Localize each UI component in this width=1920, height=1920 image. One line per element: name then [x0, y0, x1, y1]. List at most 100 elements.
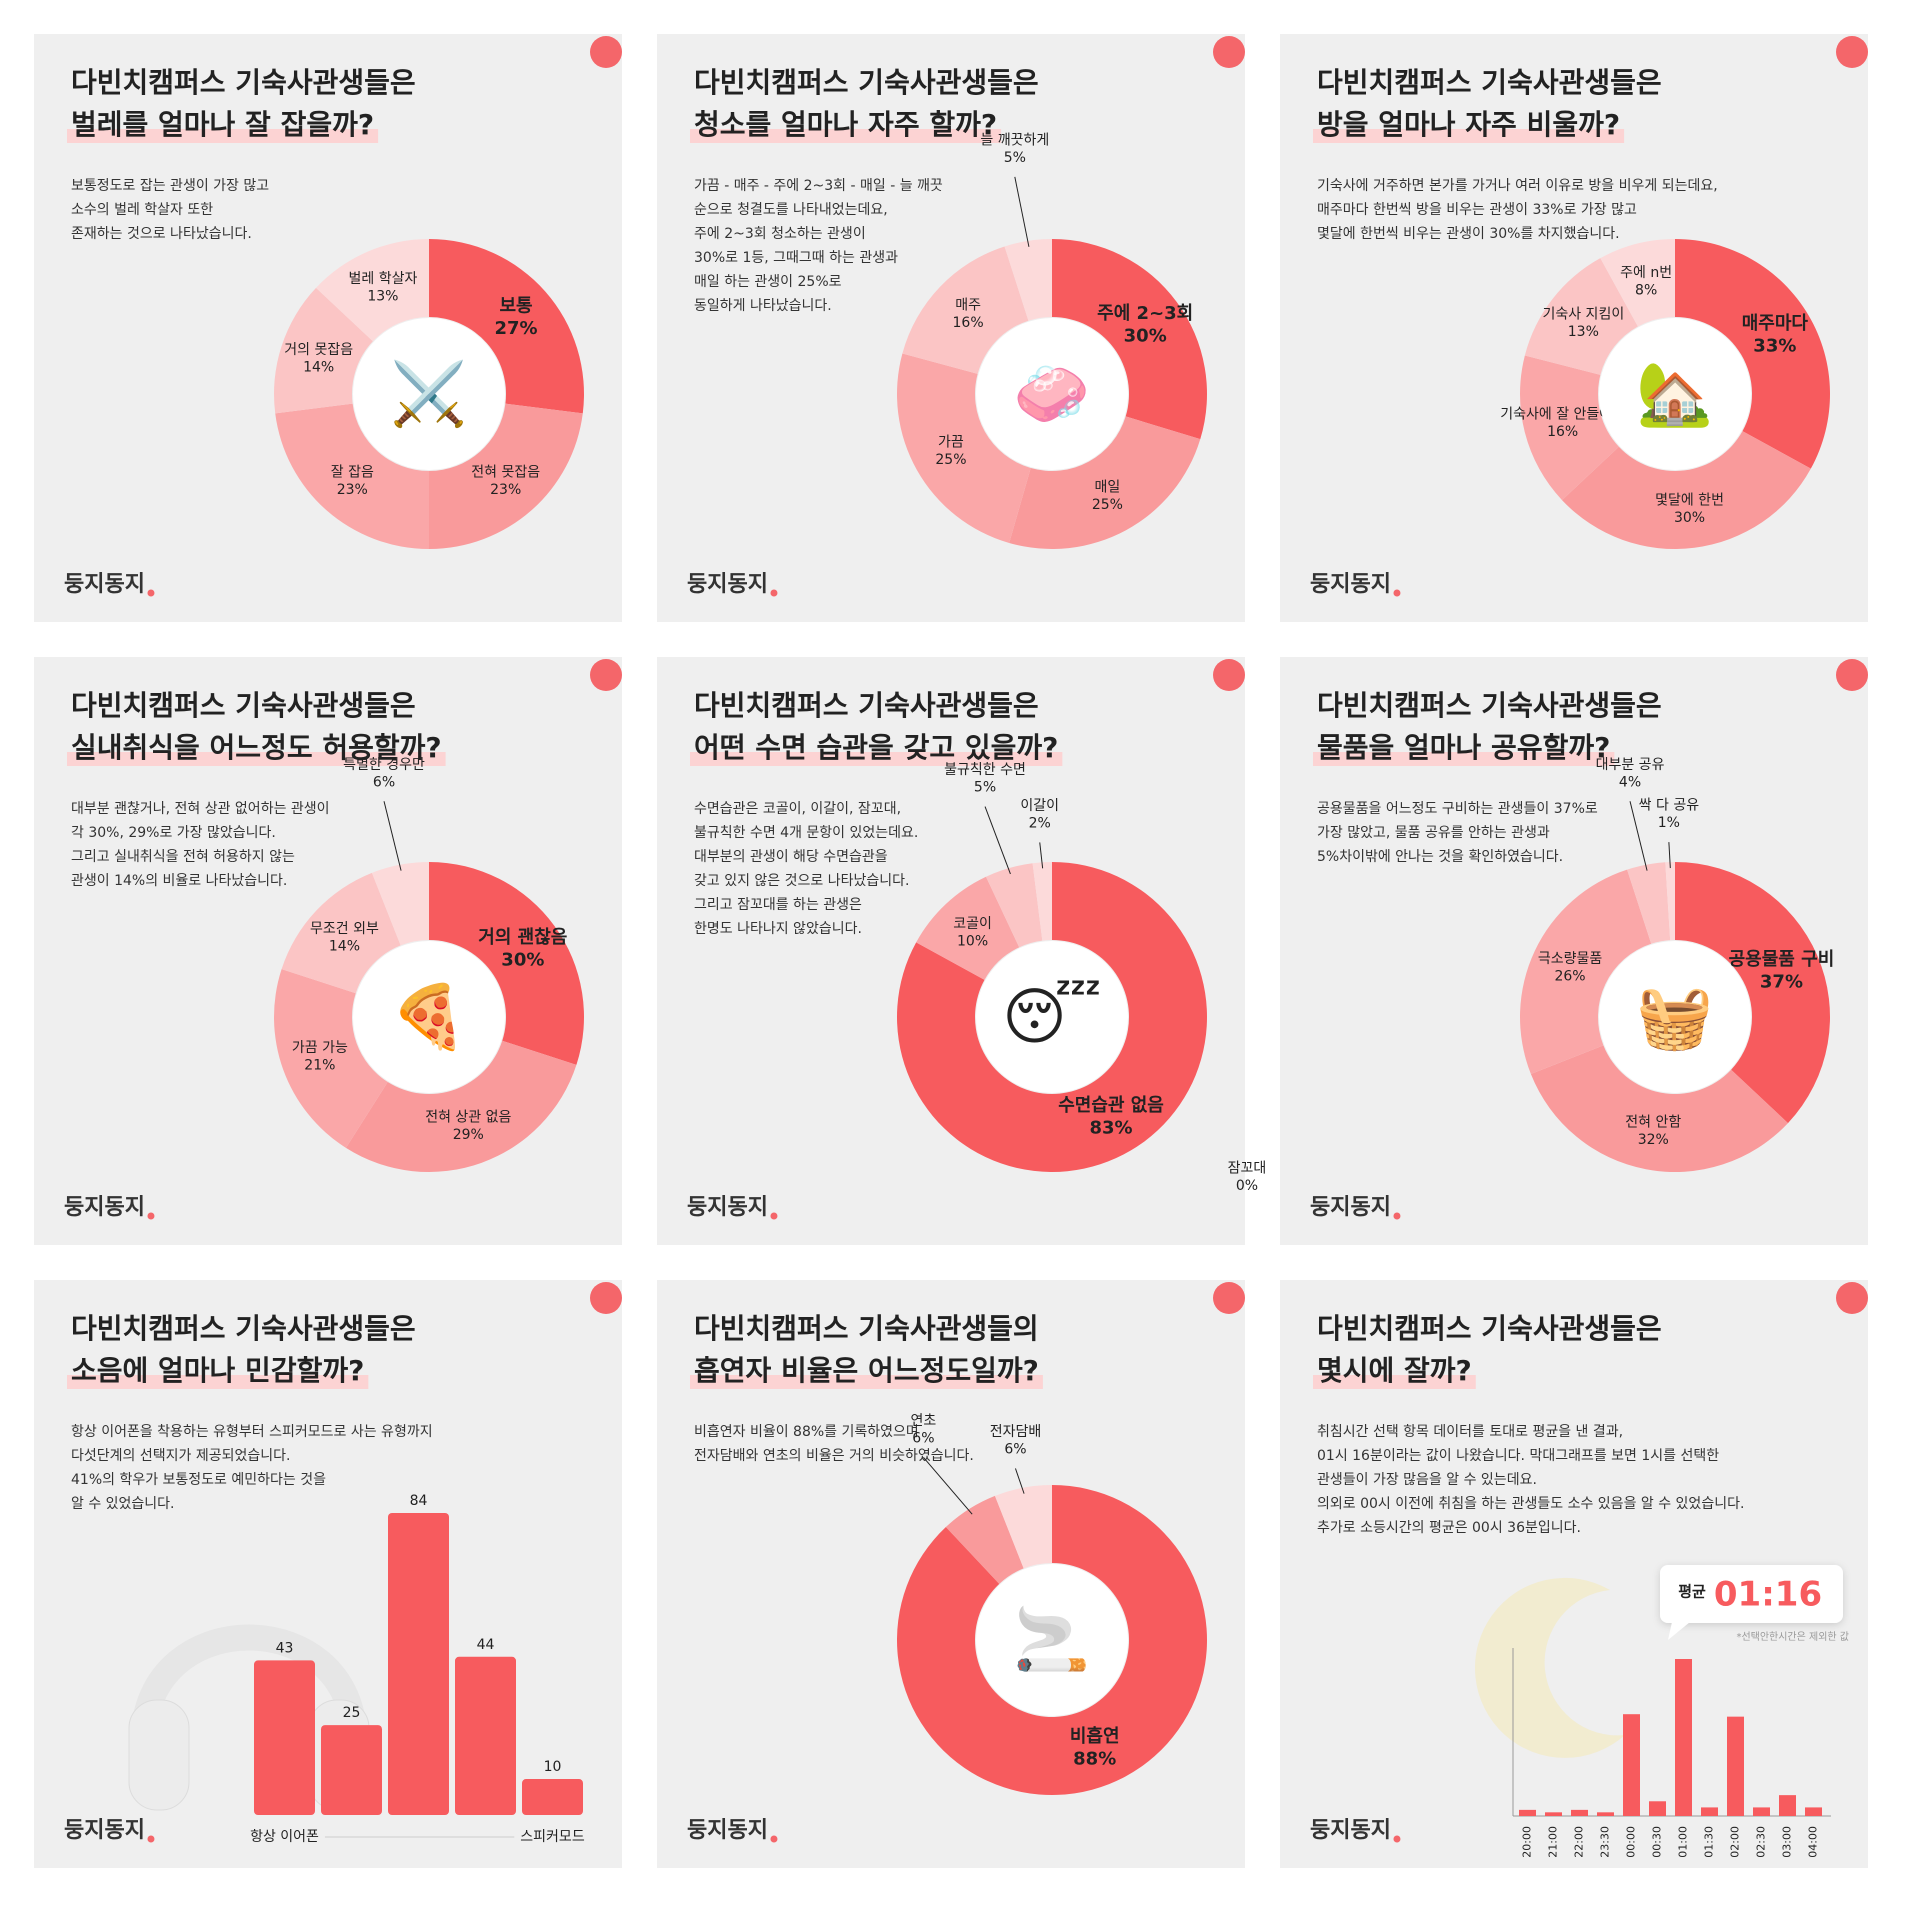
slice-label: 특별한 경우만: [343, 757, 425, 773]
slice-label: 거의 괜찮음: [478, 927, 567, 948]
slice-value: 8%: [1635, 283, 1657, 299]
slice-label: 매주: [955, 298, 981, 314]
card-title: 물품을 얼마나 공유할까?: [1317, 731, 1610, 764]
donut-slice: [897, 353, 1031, 543]
description: 주에 2~3회 청소하는 관생이: [694, 226, 866, 242]
slice-label: 가끔: [938, 435, 964, 451]
title-highlight: [690, 1375, 1043, 1389]
description: 41%의 학우가 보통정도로 예민하다는 것을: [71, 1472, 326, 1488]
slice-label: 공용물품 구비: [1729, 949, 1835, 970]
bar: [1649, 1801, 1666, 1816]
donut-slice: [281, 872, 401, 994]
description: 5%차이밖에 안나는 것을 확인하였습니다.: [1317, 849, 1563, 865]
slice-label: 전혀 못잡음: [471, 465, 540, 481]
donut-slice: [897, 862, 1207, 1172]
bar: [321, 1725, 382, 1815]
donut-slice: [429, 862, 584, 1065]
donut-slice: [986, 863, 1043, 948]
card-title: 다빈치캠퍼스 기숙사관생들은: [71, 1312, 416, 1345]
donut-slice: [345, 1040, 577, 1172]
slice-value: 30%: [1124, 326, 1167, 347]
title-highlight: [1313, 752, 1615, 766]
callout-tail: [1668, 1622, 1690, 1640]
description: 매주마다 한번씩 방을 비우는 관생이 33%로 가장 많고: [1317, 202, 1637, 218]
description: 그리고 실내취식을 전혀 허용하지 않는: [71, 849, 295, 865]
brand-dot: [147, 1212, 155, 1220]
brand-dot: [1393, 589, 1401, 597]
brand: 둥지동지: [1310, 1195, 1391, 1220]
bar: [522, 1779, 583, 1815]
slice-value: 6%: [373, 774, 395, 790]
description: 갖고 있지 않은 것으로 나타났습니다.: [694, 873, 909, 889]
description: 취침시간 선택 항목 데이터를 토대로 평균을 낸 결과,: [1317, 1424, 1623, 1440]
slice-value: 14%: [329, 939, 360, 955]
donut-hole: [1599, 318, 1751, 470]
card-title: 다빈치캠퍼스 기숙사관생들은: [694, 689, 1039, 722]
description: 가끔 - 매주 - 주에 2~3회 - 매일 - 늘 깨끗: [694, 178, 943, 194]
description: 몇달에 한번씩 비우는 관생이 30%를 차지했습니다.: [1317, 226, 1620, 242]
x-tick-label: 02:00: [1729, 1826, 1742, 1858]
description: 공용물품을 어느정도 구비하는 관생들이 37%로: [1317, 801, 1598, 817]
card-title: 다빈치캠퍼스 기숙사관생들은: [71, 66, 416, 99]
data-label: 10: [544, 1759, 562, 1775]
donut-slice: [1520, 355, 1619, 501]
slice-value: 5%: [1004, 150, 1026, 166]
donut-hole: [976, 318, 1128, 470]
slice-value: 23%: [490, 482, 521, 498]
description: 가장 많았고, 물품 공유를 안하는 관생과: [1317, 825, 1550, 841]
center-icon: 🧺: [1636, 980, 1713, 1053]
donut-hole: [353, 318, 505, 470]
description: 동일하게 나타났습니다.: [694, 298, 832, 314]
slice-label: 비흡연: [1070, 1725, 1120, 1747]
slice-label: 보통: [499, 295, 532, 316]
slice-label: 이갈이: [1020, 798, 1059, 814]
description: 다섯단계의 선택지가 제공되었습니다.: [71, 1448, 290, 1464]
donut-slice: [916, 876, 1020, 980]
slice-label: 몇달에 한번: [1655, 493, 1724, 509]
card-title: 소음에 얼마나 민감할까?: [71, 1354, 364, 1387]
bar: [1805, 1807, 1822, 1816]
slice-value: 83%: [1090, 1118, 1133, 1139]
moon: [1474, 1577, 1625, 1758]
bar: [1545, 1812, 1562, 1816]
slice-label: 기숙사에 잘 안들어옴: [1500, 406, 1625, 422]
leader-line: [1668, 842, 1671, 869]
corner-badge: [590, 1282, 622, 1314]
title-highlight: [690, 752, 1063, 766]
description: 항상 이어폰을 착용하는 유형부터 스피커모드로 사는 유형까지: [71, 1424, 433, 1440]
description: 의외로 00시 이전에 취침을 하는 관생들도 소수 있음을 알 수 있었습니다…: [1317, 1496, 1744, 1512]
corner-badge: [1213, 1282, 1245, 1314]
brand-dot: [770, 1835, 778, 1843]
headphone-band: [130, 1624, 368, 1763]
description: 그리고 잠꼬대를 하는 관생은: [694, 897, 862, 913]
brand-dot: [1393, 1212, 1401, 1220]
x-tick-label: 04:00: [1807, 1826, 1820, 1858]
card-title: 다빈치캠퍼스 기숙사관생들은: [71, 689, 416, 722]
donut-hole: [976, 941, 1128, 1093]
slice-label: 벌레 학살자: [349, 271, 418, 287]
x-tick-label: 22:00: [1573, 1826, 1586, 1858]
slice-value: 32%: [1638, 1132, 1669, 1148]
brand: 둥지동지: [687, 572, 768, 597]
slice-label: 매일: [1094, 480, 1120, 496]
slice-label: 대부분 공유: [1596, 757, 1665, 773]
card-title: 어떤 수면 습관을 갖고 있을까?: [694, 731, 1058, 764]
slice-label: 주에 n번: [1620, 265, 1672, 281]
center-icon: ⚔️: [390, 357, 467, 430]
card-title: 몇시에 잘까?: [1317, 1354, 1472, 1387]
data-label: 43: [276, 1640, 294, 1656]
slice-value: 6%: [912, 1430, 934, 1446]
x-tick-label: 20:00: [1521, 1826, 1534, 1858]
corner-badge: [590, 659, 622, 691]
card-title: 다빈치캠퍼스 기숙사관생들은: [694, 66, 1039, 99]
slice-label: 연초: [911, 1413, 937, 1429]
brand: 둥지동지: [64, 1195, 145, 1220]
slice-value: 21%: [304, 1057, 335, 1073]
bar: [1701, 1807, 1718, 1816]
card-title: 청소를 얼마나 자주 할까?: [694, 108, 997, 141]
